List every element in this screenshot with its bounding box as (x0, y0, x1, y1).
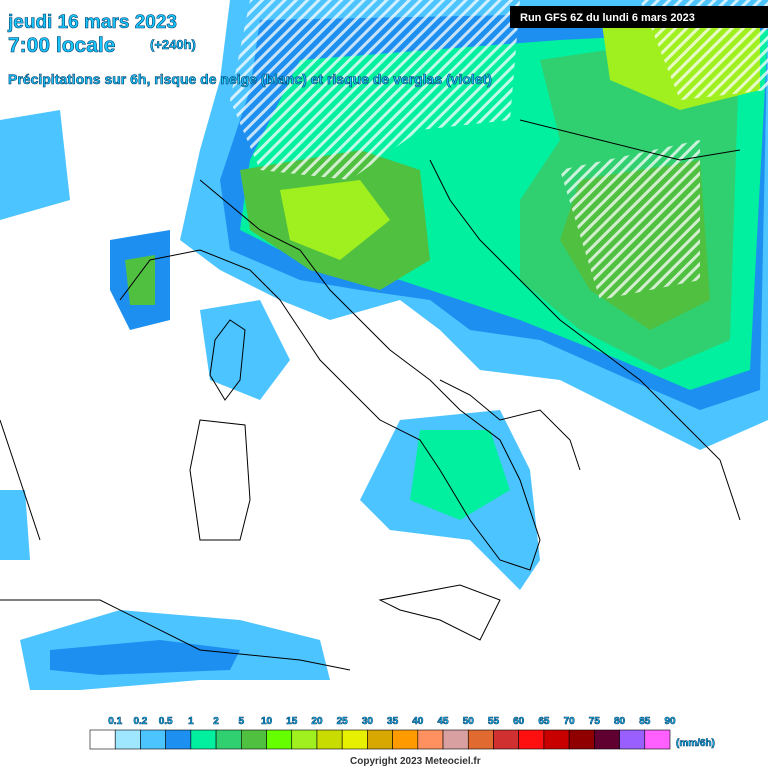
legend-label: 90 (664, 716, 676, 727)
precipitation (0, 0, 768, 690)
legend-swatch (644, 729, 671, 750)
legend-swatch (619, 729, 646, 750)
legend-swatch (367, 729, 393, 750)
legend-label: 20 (311, 716, 323, 727)
legend: 0.1 0.2 0.5 1 2 5 10 15 20 25 30 35 40 45 50 55 60 65 70 75… (89, 716, 676, 750)
legend-swatch (568, 729, 595, 750)
legend-label: 10 (261, 716, 273, 727)
run-box (510, 6, 768, 28)
legend-swatch (442, 729, 469, 750)
legend-label: 35 (387, 716, 399, 727)
legend-swatch (291, 729, 318, 750)
legend-label: 65 (538, 716, 550, 727)
legend-swatch (392, 729, 419, 750)
legend-label: 70 (564, 716, 576, 727)
legend-label: 45 (437, 716, 449, 727)
legend-swatch (493, 729, 519, 750)
legend-label: 40 (412, 716, 424, 727)
legend-swatch (316, 729, 343, 750)
subtitle: Précipitations sur 6h, risque de neige (… (8, 71, 492, 87)
legend-swatch (140, 729, 166, 750)
legend-swatch (594, 729, 620, 750)
legend-label: 80 (614, 716, 626, 727)
legend-label: 5 (239, 716, 245, 727)
copyright: Copyright 2023 Meteociel.fr (350, 756, 481, 767)
legend-label: 50 (463, 716, 475, 727)
run-info: Run GFS 6Z du lundi 6 mars 2023 (520, 12, 695, 24)
lead-time: (+240h) (150, 37, 196, 52)
legend-swatch (114, 729, 141, 750)
legend-swatch (518, 729, 545, 750)
legend-label: 60 (513, 716, 525, 727)
legend-swatch (417, 729, 444, 750)
legend-label: 75 (589, 716, 601, 727)
legend-label: 0.5 (159, 716, 173, 727)
legend-swatch (341, 729, 368, 750)
time: 7:00 locale (8, 34, 115, 57)
legend-swatch (543, 729, 570, 750)
legend-swatch (266, 729, 293, 750)
legend-label: 25 (337, 716, 349, 727)
legend-swatch (241, 729, 267, 750)
legend-label: 30 (362, 716, 374, 727)
legend-label: 0.2 (133, 716, 147, 727)
legend-label: 85 (639, 716, 651, 727)
legend-label: 1 (188, 716, 194, 727)
legend-swatch (467, 729, 494, 750)
legend-label: 15 (286, 716, 298, 727)
legend-label: 0.1 (108, 716, 122, 727)
legend-swatch (190, 729, 217, 750)
legend-unit: (mm/6h) (676, 738, 715, 749)
legend-swatch (215, 729, 242, 750)
legend-label: 55 (488, 716, 500, 727)
coastlines (0, 119, 741, 671)
legend-swatch (89, 729, 116, 750)
legend-swatch (165, 729, 192, 750)
date: jeudi 16 mars 2023 (7, 12, 177, 33)
legend-label: 2 (213, 716, 219, 727)
